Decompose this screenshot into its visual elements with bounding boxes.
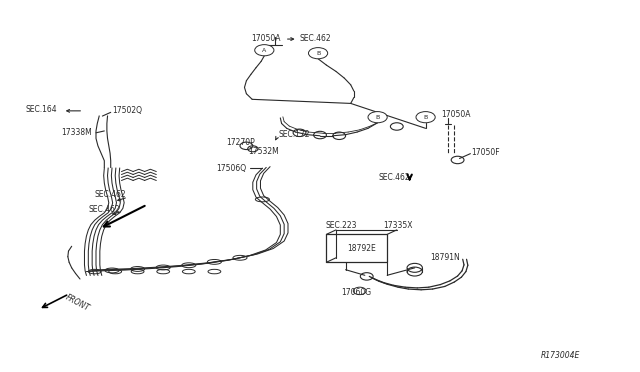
Text: B: B [424, 115, 428, 120]
Text: 18792E: 18792E [348, 244, 376, 253]
Text: 17506Q: 17506Q [216, 164, 246, 173]
Text: B: B [316, 51, 320, 56]
Circle shape [308, 48, 328, 59]
Text: 17050F: 17050F [472, 148, 500, 157]
Text: 17060G: 17060G [341, 288, 371, 296]
Text: 18791N: 18791N [430, 253, 460, 262]
Text: 17050A: 17050A [442, 110, 471, 119]
Text: 17338M: 17338M [61, 128, 92, 137]
Text: FRONT: FRONT [64, 293, 91, 313]
Text: SEC.462: SEC.462 [300, 34, 331, 43]
Circle shape [255, 45, 274, 56]
Text: 17270P: 17270P [227, 138, 255, 147]
Text: SEC.462: SEC.462 [88, 205, 120, 214]
Text: A: A [262, 48, 266, 53]
Text: SEC.172: SEC.172 [278, 130, 310, 139]
Bar [326, 234, 387, 262]
Text: 17532M: 17532M [248, 147, 279, 156]
Text: SEC.462: SEC.462 [95, 190, 126, 199]
Text: R173004E: R173004E [541, 351, 580, 360]
Text: B: B [376, 115, 380, 120]
Text: SEC.223: SEC.223 [325, 221, 356, 230]
Text: SEC.462: SEC.462 [378, 173, 410, 182]
Circle shape [416, 112, 435, 123]
Text: 17335X: 17335X [383, 221, 412, 230]
Text: 17502Q: 17502Q [112, 106, 142, 115]
Text: SEC.164: SEC.164 [26, 105, 57, 114]
Circle shape [353, 287, 366, 295]
Circle shape [368, 112, 387, 123]
Text: 17050A: 17050A [252, 34, 281, 43]
